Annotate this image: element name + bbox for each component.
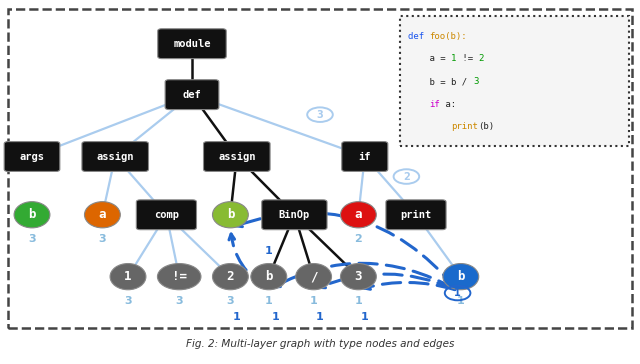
Text: b = b /: b = b / bbox=[408, 77, 472, 86]
FancyBboxPatch shape bbox=[82, 142, 148, 171]
Text: (b): (b) bbox=[479, 122, 495, 131]
Text: if: if bbox=[429, 100, 440, 108]
FancyBboxPatch shape bbox=[136, 200, 196, 230]
Ellipse shape bbox=[443, 264, 479, 290]
Ellipse shape bbox=[251, 264, 287, 290]
Text: 2: 2 bbox=[355, 234, 362, 244]
Ellipse shape bbox=[110, 264, 146, 290]
FancyBboxPatch shape bbox=[342, 142, 388, 171]
Text: a:: a: bbox=[440, 100, 456, 108]
Text: b: b bbox=[265, 270, 273, 283]
Text: 1: 1 bbox=[265, 296, 273, 305]
Text: BinOp: BinOp bbox=[279, 210, 310, 220]
Text: 1: 1 bbox=[265, 246, 273, 256]
Text: 3: 3 bbox=[473, 77, 478, 86]
Text: b: b bbox=[28, 208, 36, 221]
Text: 2: 2 bbox=[227, 270, 234, 283]
Text: 1: 1 bbox=[355, 296, 362, 305]
FancyBboxPatch shape bbox=[262, 200, 327, 230]
FancyBboxPatch shape bbox=[400, 16, 629, 146]
Text: 3: 3 bbox=[317, 110, 323, 120]
Text: a =: a = bbox=[408, 55, 451, 63]
Ellipse shape bbox=[212, 264, 248, 290]
Text: /: / bbox=[310, 270, 317, 283]
Text: 1: 1 bbox=[271, 312, 279, 322]
Text: 3: 3 bbox=[175, 296, 183, 305]
Text: !=: != bbox=[457, 55, 478, 63]
Text: comp: comp bbox=[154, 210, 179, 220]
Ellipse shape bbox=[340, 202, 376, 228]
Text: 3: 3 bbox=[227, 296, 234, 305]
Text: 1: 1 bbox=[233, 312, 241, 322]
Ellipse shape bbox=[14, 202, 50, 228]
Text: assign: assign bbox=[218, 151, 255, 162]
Ellipse shape bbox=[84, 202, 120, 228]
Text: print: print bbox=[451, 122, 478, 131]
Text: 3: 3 bbox=[99, 234, 106, 244]
Text: foo(b):: foo(b): bbox=[429, 32, 467, 41]
Text: !=: != bbox=[172, 270, 187, 283]
Text: 3: 3 bbox=[355, 270, 362, 283]
Text: 2: 2 bbox=[403, 171, 410, 182]
Text: a: a bbox=[355, 208, 362, 221]
Text: 3: 3 bbox=[124, 296, 132, 305]
Text: Fig. 2: Multi-layer graph with type nodes and edges: Fig. 2: Multi-layer graph with type node… bbox=[186, 339, 454, 349]
Ellipse shape bbox=[212, 202, 248, 228]
FancyBboxPatch shape bbox=[157, 29, 227, 59]
Text: b: b bbox=[457, 270, 465, 283]
Text: args: args bbox=[19, 151, 45, 162]
FancyBboxPatch shape bbox=[4, 142, 60, 171]
Text: a: a bbox=[99, 208, 106, 221]
Text: 1: 1 bbox=[310, 296, 317, 305]
Text: def: def bbox=[408, 32, 429, 41]
Text: 2: 2 bbox=[479, 55, 484, 63]
Text: 1: 1 bbox=[457, 296, 465, 305]
Text: 3: 3 bbox=[28, 234, 36, 244]
Text: 1: 1 bbox=[124, 270, 132, 283]
Text: 1: 1 bbox=[451, 55, 456, 63]
Ellipse shape bbox=[296, 264, 332, 290]
Ellipse shape bbox=[340, 264, 376, 290]
Text: 1: 1 bbox=[316, 312, 324, 322]
Text: module: module bbox=[173, 39, 211, 49]
Text: if: if bbox=[358, 151, 371, 162]
Ellipse shape bbox=[157, 264, 201, 290]
Text: print: print bbox=[401, 210, 431, 220]
Text: 1: 1 bbox=[361, 312, 369, 322]
FancyBboxPatch shape bbox=[204, 142, 270, 171]
Text: def: def bbox=[182, 90, 202, 100]
Text: assign: assign bbox=[97, 151, 134, 162]
FancyBboxPatch shape bbox=[386, 200, 446, 230]
Text: 1: 1 bbox=[454, 288, 461, 298]
Text: b: b bbox=[227, 208, 234, 221]
FancyBboxPatch shape bbox=[165, 80, 219, 110]
